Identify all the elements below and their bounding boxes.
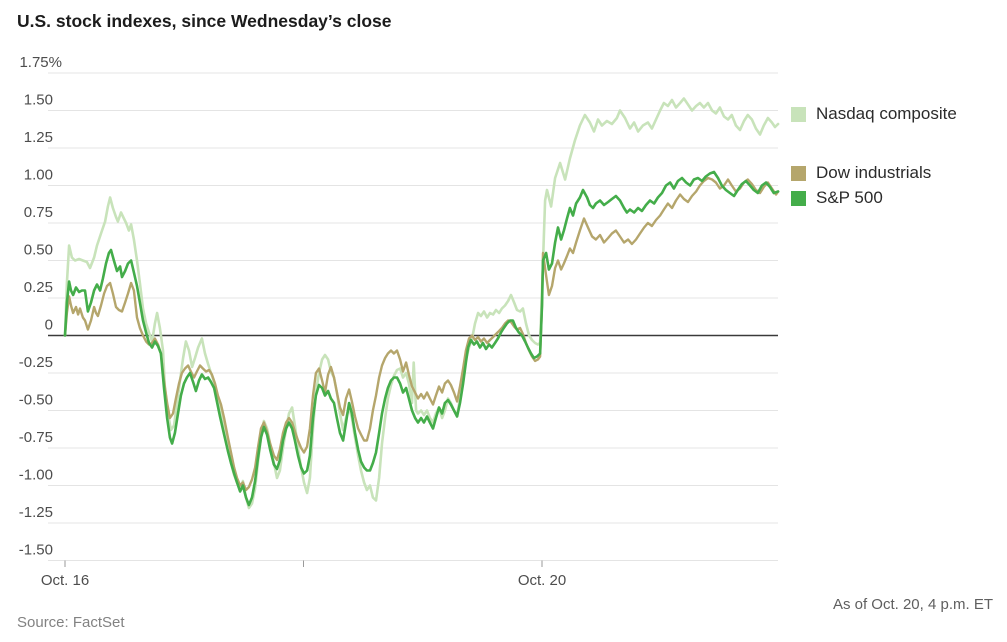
legend-swatch-nasdaq-icon — [791, 107, 806, 122]
source-note: Source: FactSet — [17, 614, 125, 631]
x-tick-label: Oct. 20 — [518, 572, 566, 589]
legend-item-sp-500: S&P 500 — [791, 188, 883, 208]
x-tick-label: Oct. 16 — [41, 572, 89, 589]
y-tick-label: 0.25 — [24, 279, 53, 296]
y-tick-label: -0.50 — [19, 392, 53, 409]
y-tick-label: 1.50 — [24, 92, 53, 109]
y-tick-label: -0.25 — [19, 354, 53, 371]
y-tick-label: -1.50 — [19, 542, 53, 559]
legend-item-dow-industrials: Dow industrials — [791, 163, 931, 183]
y-tick-label: -0.75 — [19, 429, 53, 446]
y-tick-label: 0.75 — [24, 204, 53, 221]
y-tick-label: 1.75% — [19, 54, 62, 71]
legend-label-dow: Dow industrials — [816, 163, 932, 182]
legend-item-nasdaq-composite: Nasdaq composite — [791, 104, 957, 124]
series-line-nasdaq-composite — [63, 97, 780, 510]
y-tick-label: -1.25 — [19, 504, 53, 521]
series-line-dow-industrials — [63, 176, 780, 492]
y-tick-label: 1.25 — [24, 129, 53, 146]
series-line-s-p-500 — [63, 170, 780, 507]
asof-note: As of Oct. 20, 4 p.m. ET — [832, 596, 993, 613]
legend-label-sp: S&P 500 — [816, 188, 883, 207]
legend-swatch-sp-icon — [791, 191, 806, 206]
y-tick-label: 1.00 — [24, 167, 53, 184]
legend-swatch-dow-icon — [791, 166, 806, 181]
y-tick-label: -1.00 — [19, 467, 53, 484]
legend-label-nasdaq: Nasdaq composite — [816, 104, 957, 123]
y-tick-label: 0.50 — [24, 242, 53, 259]
y-tick-label: 0 — [45, 317, 53, 334]
chart-title: U.S. stock indexes, since Wednesday’s cl… — [17, 11, 392, 31]
